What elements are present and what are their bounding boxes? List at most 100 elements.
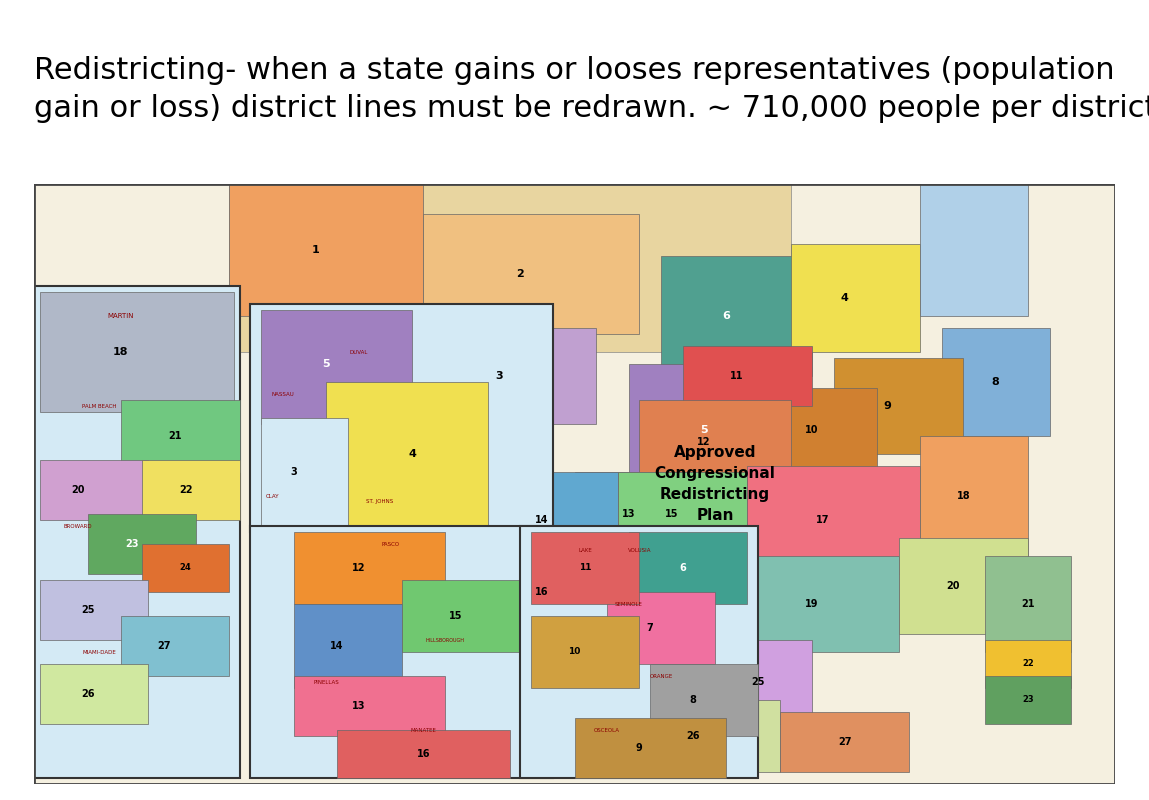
FancyBboxPatch shape: [261, 310, 412, 424]
Text: 27: 27: [838, 737, 851, 747]
Text: LAKE: LAKE: [578, 547, 592, 553]
Text: Approved
Congressional
Redistricting
Plan: Approved Congressional Redistricting Pla…: [655, 445, 776, 523]
Text: 3: 3: [291, 467, 298, 477]
FancyBboxPatch shape: [40, 664, 148, 724]
Text: 4: 4: [841, 293, 848, 303]
FancyBboxPatch shape: [294, 604, 402, 688]
FancyBboxPatch shape: [985, 640, 1071, 688]
Text: 7: 7: [647, 623, 654, 633]
Text: 17: 17: [816, 515, 830, 525]
Text: 23: 23: [1023, 695, 1034, 705]
Text: 11: 11: [579, 563, 592, 573]
Text: MIAMI-DADE: MIAMI-DADE: [83, 650, 116, 654]
FancyBboxPatch shape: [294, 676, 445, 736]
FancyBboxPatch shape: [423, 214, 639, 334]
FancyBboxPatch shape: [650, 664, 758, 736]
Text: DUVAL: DUVAL: [349, 350, 368, 354]
Text: 16: 16: [535, 587, 549, 597]
Text: 6: 6: [722, 311, 730, 321]
FancyBboxPatch shape: [34, 184, 1115, 784]
FancyBboxPatch shape: [985, 556, 1071, 652]
FancyBboxPatch shape: [261, 418, 348, 526]
Text: 13: 13: [352, 701, 365, 711]
Text: 18: 18: [956, 491, 970, 501]
Text: VOLUSIA: VOLUSIA: [627, 547, 651, 553]
Text: 5: 5: [700, 425, 708, 435]
FancyBboxPatch shape: [985, 676, 1071, 724]
FancyBboxPatch shape: [704, 640, 812, 724]
Text: OSCEOLA: OSCEOLA: [594, 727, 620, 733]
Text: 25: 25: [82, 605, 95, 615]
Text: 8: 8: [689, 695, 696, 705]
Text: 24: 24: [179, 563, 192, 573]
Text: 2: 2: [517, 269, 524, 279]
FancyBboxPatch shape: [488, 556, 618, 628]
Text: 19: 19: [805, 599, 819, 609]
FancyBboxPatch shape: [834, 358, 963, 454]
Text: 9: 9: [635, 743, 642, 753]
Text: CLAY: CLAY: [265, 494, 279, 498]
FancyBboxPatch shape: [574, 718, 726, 778]
Text: 1: 1: [311, 245, 319, 255]
Text: 26: 26: [687, 731, 700, 741]
FancyBboxPatch shape: [629, 364, 801, 496]
FancyBboxPatch shape: [574, 472, 704, 556]
FancyBboxPatch shape: [683, 346, 812, 406]
Text: 21: 21: [168, 431, 182, 441]
Text: 9: 9: [884, 401, 892, 411]
Text: MANATEE: MANATEE: [410, 727, 437, 733]
FancyBboxPatch shape: [769, 388, 877, 472]
FancyBboxPatch shape: [629, 700, 780, 772]
Text: NASSAU: NASSAU: [271, 391, 294, 397]
FancyBboxPatch shape: [40, 460, 148, 520]
FancyBboxPatch shape: [229, 184, 791, 352]
Text: 13: 13: [622, 509, 635, 519]
FancyBboxPatch shape: [747, 466, 920, 574]
FancyBboxPatch shape: [88, 514, 196, 574]
Text: 22: 22: [1023, 659, 1034, 669]
Text: PALM BEACH: PALM BEACH: [82, 403, 116, 409]
FancyBboxPatch shape: [607, 592, 715, 664]
Text: 10: 10: [569, 647, 580, 657]
FancyBboxPatch shape: [250, 526, 553, 778]
FancyBboxPatch shape: [326, 382, 488, 526]
Text: ORANGE: ORANGE: [649, 674, 672, 678]
Text: 14: 14: [535, 515, 549, 525]
FancyBboxPatch shape: [791, 244, 920, 352]
Text: 25: 25: [751, 677, 765, 687]
FancyBboxPatch shape: [629, 532, 747, 604]
Text: 12: 12: [697, 437, 711, 447]
FancyBboxPatch shape: [520, 526, 758, 778]
FancyBboxPatch shape: [294, 532, 445, 604]
FancyBboxPatch shape: [747, 556, 899, 652]
FancyBboxPatch shape: [780, 712, 909, 772]
FancyBboxPatch shape: [488, 472, 618, 568]
FancyBboxPatch shape: [142, 544, 229, 592]
FancyBboxPatch shape: [402, 580, 520, 652]
FancyBboxPatch shape: [531, 616, 639, 688]
Text: 20: 20: [946, 581, 959, 591]
Text: 11: 11: [730, 371, 743, 381]
FancyBboxPatch shape: [618, 472, 747, 556]
Text: 6: 6: [679, 563, 686, 573]
Text: 16: 16: [417, 749, 430, 759]
Text: 12: 12: [352, 563, 365, 573]
FancyBboxPatch shape: [423, 328, 596, 424]
Text: ST. JOHNS: ST. JOHNS: [367, 499, 394, 505]
Text: 26: 26: [82, 689, 95, 699]
Text: Redistricting- when a state gains or looses representatives (population
gain or : Redistricting- when a state gains or loo…: [34, 56, 1149, 123]
FancyBboxPatch shape: [121, 400, 240, 472]
Text: 15: 15: [665, 509, 678, 519]
FancyBboxPatch shape: [121, 616, 229, 676]
Text: BROWARD: BROWARD: [63, 523, 92, 529]
FancyBboxPatch shape: [142, 460, 240, 520]
FancyBboxPatch shape: [40, 580, 148, 640]
FancyBboxPatch shape: [229, 184, 423, 316]
Text: 20: 20: [71, 485, 84, 495]
FancyBboxPatch shape: [40, 292, 234, 412]
FancyBboxPatch shape: [899, 538, 1028, 634]
Text: PASCO: PASCO: [381, 542, 400, 546]
FancyBboxPatch shape: [34, 286, 240, 778]
FancyBboxPatch shape: [250, 304, 553, 532]
FancyBboxPatch shape: [920, 436, 1028, 556]
